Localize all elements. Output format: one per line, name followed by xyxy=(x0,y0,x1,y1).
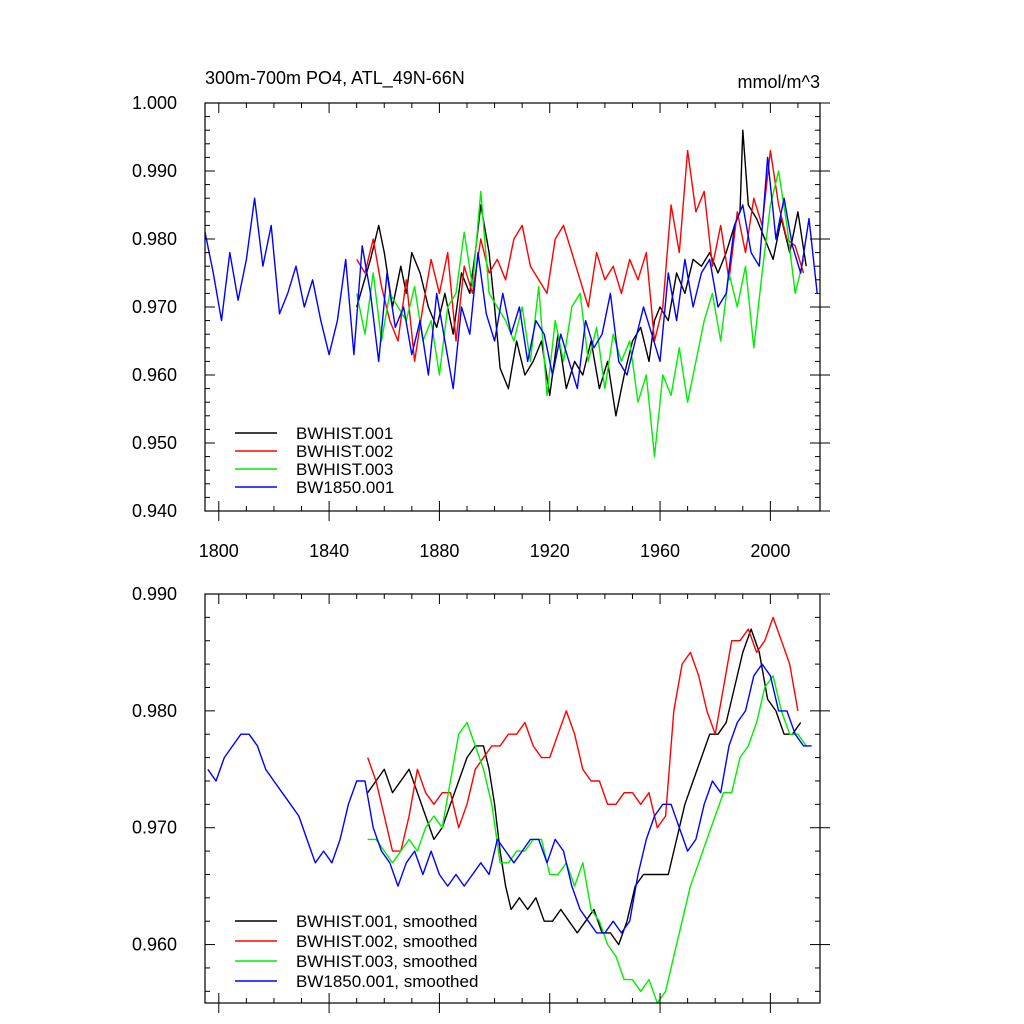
series-line-2 xyxy=(367,675,807,1004)
legend-label-3: BW1850.001, smoothed xyxy=(296,972,478,991)
legend-label-3: BW1850.001 xyxy=(296,478,394,497)
y-tick-label: 1.000 xyxy=(132,93,177,113)
x-tick-label: 1880 xyxy=(419,541,459,561)
legend-label-2: BWHIST.003, smoothed xyxy=(296,952,477,971)
series-line-3 xyxy=(207,663,812,934)
legend-label-2: BWHIST.003 xyxy=(296,460,393,479)
y-tick-label: 0.940 xyxy=(132,501,177,521)
series-line-0 xyxy=(367,628,802,946)
top-panel: 300m-700m PO4, ATL_49N-66N mmol/m^3 1800… xyxy=(132,68,830,561)
series-line-1 xyxy=(367,616,799,852)
bottom-panel: 0.960 0.970 0.980 0.990 BWHIST.001, smoothe… xyxy=(132,584,830,1013)
top-ticks-layer: 1800 1840 1880 1920 1960 2000 0.940 0.950 0.960 0… xyxy=(132,93,830,561)
x-tick-label: 2000 xyxy=(750,541,790,561)
bottom-ticks-layer: 0.960 0.970 0.980 0.990 xyxy=(132,584,830,1013)
top-series-layer xyxy=(204,129,818,458)
series-line-1 xyxy=(356,149,805,363)
legend-label-0: BWHIST.001, smoothed xyxy=(296,912,477,931)
legend-label-0: BWHIST.001 xyxy=(296,424,393,443)
bottom-series-layer xyxy=(207,616,812,1004)
y-tick-label: 0.960 xyxy=(132,935,177,955)
y-tick-label: 0.950 xyxy=(132,433,177,453)
series-line-0 xyxy=(356,129,807,417)
y-tick-label: 0.980 xyxy=(132,229,177,249)
y-tick-label: 0.980 xyxy=(132,701,177,721)
top-panel-title: 300m-700m PO4, ATL_49N-66N xyxy=(205,68,465,89)
y-tick-label: 0.970 xyxy=(132,297,177,317)
legend-label-1: BWHIST.002, smoothed xyxy=(296,932,477,951)
series-line-3 xyxy=(204,156,818,390)
y-tick-label: 0.990 xyxy=(132,584,177,604)
y-tick-label: 0.990 xyxy=(132,161,177,181)
top-panel-units: mmol/m^3 xyxy=(738,72,820,92)
y-tick-label: 0.960 xyxy=(132,365,177,385)
bottom-plot-frame xyxy=(204,593,821,1004)
x-tick-label: 1920 xyxy=(530,541,570,561)
x-tick-label: 1800 xyxy=(199,541,239,561)
x-tick-label: 1960 xyxy=(640,541,680,561)
legend-label-1: BWHIST.002 xyxy=(296,442,393,461)
y-tick-label: 0.970 xyxy=(132,818,177,838)
x-tick-label: 1840 xyxy=(309,541,349,561)
